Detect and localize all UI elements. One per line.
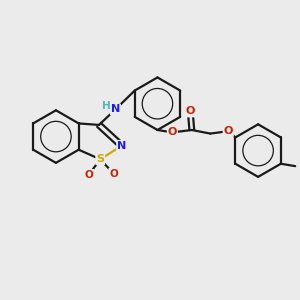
Text: H: H xyxy=(102,101,111,111)
Text: O: O xyxy=(224,126,233,136)
Text: O: O xyxy=(109,169,118,178)
Text: N: N xyxy=(111,104,120,114)
Text: N: N xyxy=(117,141,126,151)
Text: O: O xyxy=(85,170,93,180)
Text: O: O xyxy=(168,128,177,137)
Text: O: O xyxy=(186,106,195,116)
Text: S: S xyxy=(96,154,104,164)
